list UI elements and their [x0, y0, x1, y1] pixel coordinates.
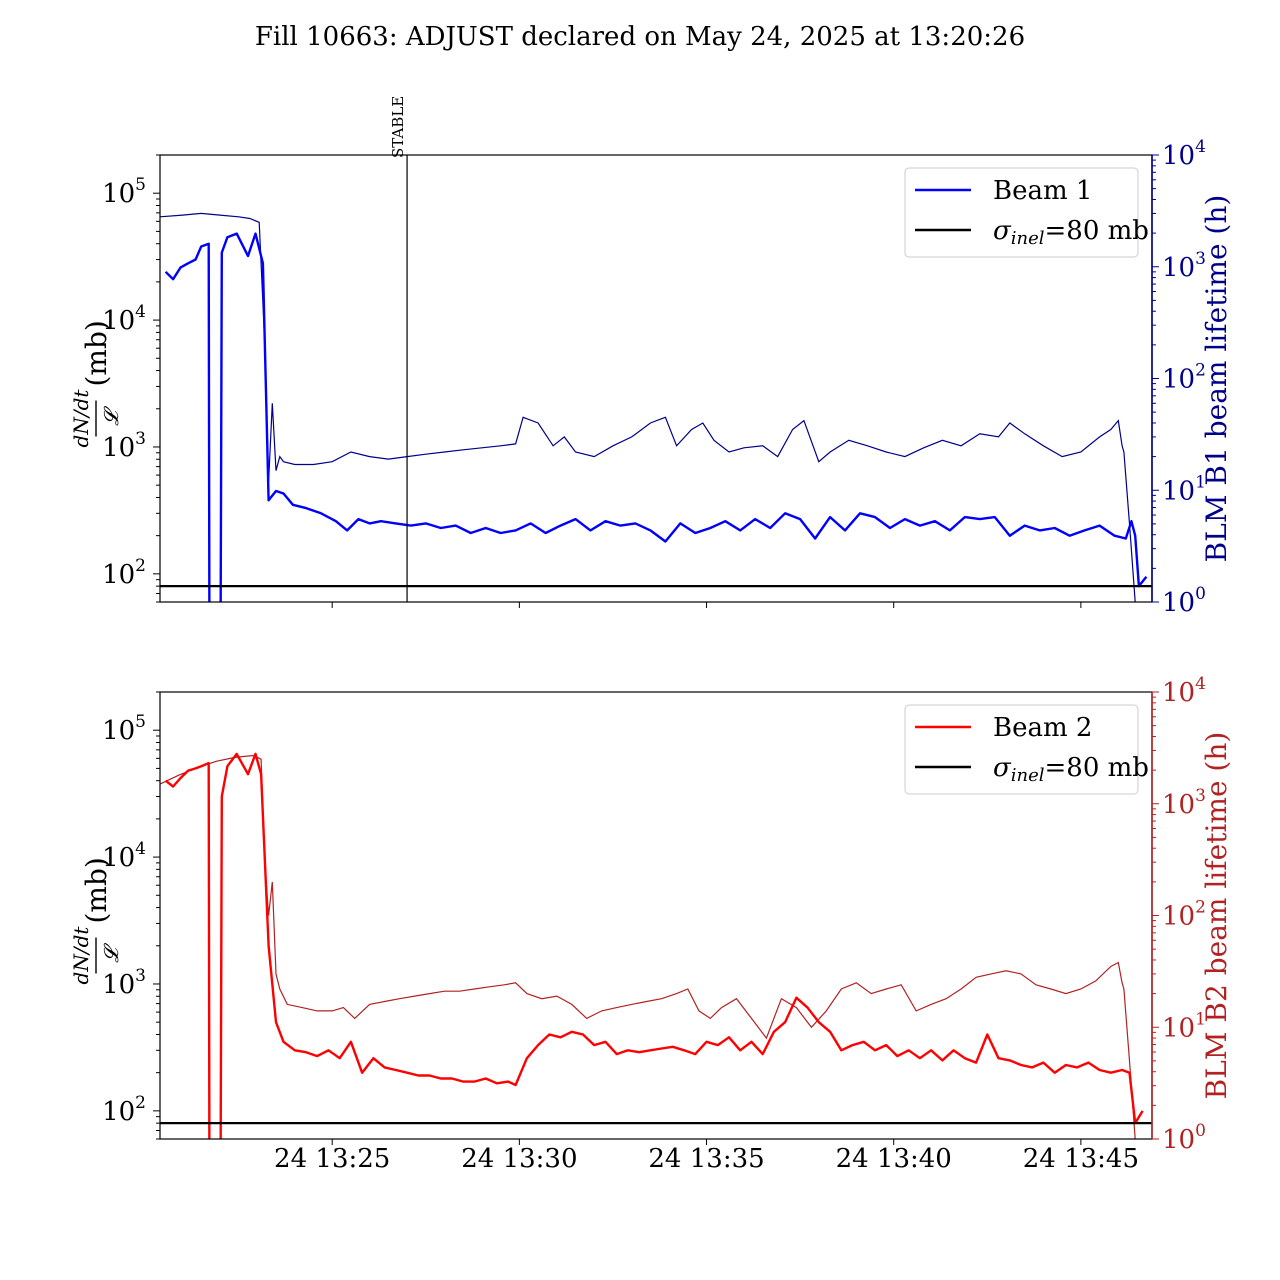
right-tick-label: 104 [1162, 137, 1206, 171]
x-tick-label: 24 13:35 [648, 1144, 764, 1174]
right-tick-label: 103 [1162, 786, 1206, 820]
right-tick-label: 102 [1162, 361, 1206, 395]
plot-area [160, 752, 1152, 1139]
beam-series-line [164, 752, 1144, 1139]
right-y-axis-label: BLM B2 beam lifetime (h) [1200, 732, 1233, 1100]
right-tick-label: 100 [1162, 584, 1206, 618]
x-tick-label: 24 13:40 [836, 1144, 952, 1174]
left-ylabel-numerator: dN/dt [69, 389, 93, 448]
left-ylabel-denominator: 𝓛 [99, 943, 123, 963]
left-tick-label: 104 [102, 302, 146, 336]
left-tick-label: 103 [102, 429, 146, 463]
left-tick-label: 104 [102, 839, 146, 873]
legend-beam-label: Beam 2 [993, 713, 1092, 743]
x-tick-label: 24 13:25 [274, 1144, 390, 1174]
left-tick-label: 102 [102, 556, 146, 590]
left-tick-label: 103 [102, 966, 146, 1000]
right-tick-label: 102 [1162, 898, 1206, 932]
left-tick-label: 105 [102, 175, 146, 209]
beam2-panel: 102 103 104 105 100 101 102 103 104 24 13:25 24 13… [69, 674, 1233, 1174]
right-tick-label: 103 [1162, 249, 1206, 283]
legend-beam-label: Beam 1 [993, 176, 1092, 206]
beam1-panel: STABLE 102 103 104 105 100 101 102 103 104 dN/dt 𝓛 (… [69, 96, 1233, 618]
lifetime-series-line [160, 212, 1136, 602]
x-tick-label: 24 13:45 [1023, 1144, 1139, 1174]
plot-area [160, 212, 1152, 602]
stable-marker-label: STABLE [389, 96, 407, 158]
left-ylabel-numerator: dN/dt [69, 926, 93, 985]
x-tick-label: 24 13:30 [461, 1144, 577, 1174]
right-tick-label: 100 [1162, 1121, 1206, 1155]
right-tick-label: 101 [1162, 472, 1206, 506]
beam-series-line [164, 232, 1148, 602]
legend: Beam 2 σinel=80 mb [904, 704, 1149, 795]
left-ylabel-denominator: 𝓛 [99, 406, 123, 426]
left-ylabel-unit: (mb) [80, 857, 113, 923]
left-y-axis-label: dN/dt 𝓛 (mb) [69, 857, 123, 984]
left-ylabel-unit: (mb) [80, 320, 113, 386]
left-tick-label: 102 [102, 1093, 146, 1127]
right-y-axis-label: BLM B1 beam lifetime (h) [1200, 195, 1233, 563]
figure-title: Fill 10663: ADJUST declared on May 24, 2… [255, 22, 1025, 52]
left-tick-label: 105 [102, 712, 146, 746]
right-tick-label: 101 [1162, 1009, 1206, 1043]
lifetime-series-line [160, 754, 1136, 1139]
legend: Beam 1 σinel=80 mb [904, 167, 1149, 258]
legend-sigma-label: σinel=80 mb [993, 753, 1149, 786]
left-y-axis-label: dN/dt 𝓛 (mb) [69, 320, 123, 447]
legend-sigma-label: σinel=80 mb [993, 216, 1149, 249]
right-tick-label: 104 [1162, 674, 1206, 708]
